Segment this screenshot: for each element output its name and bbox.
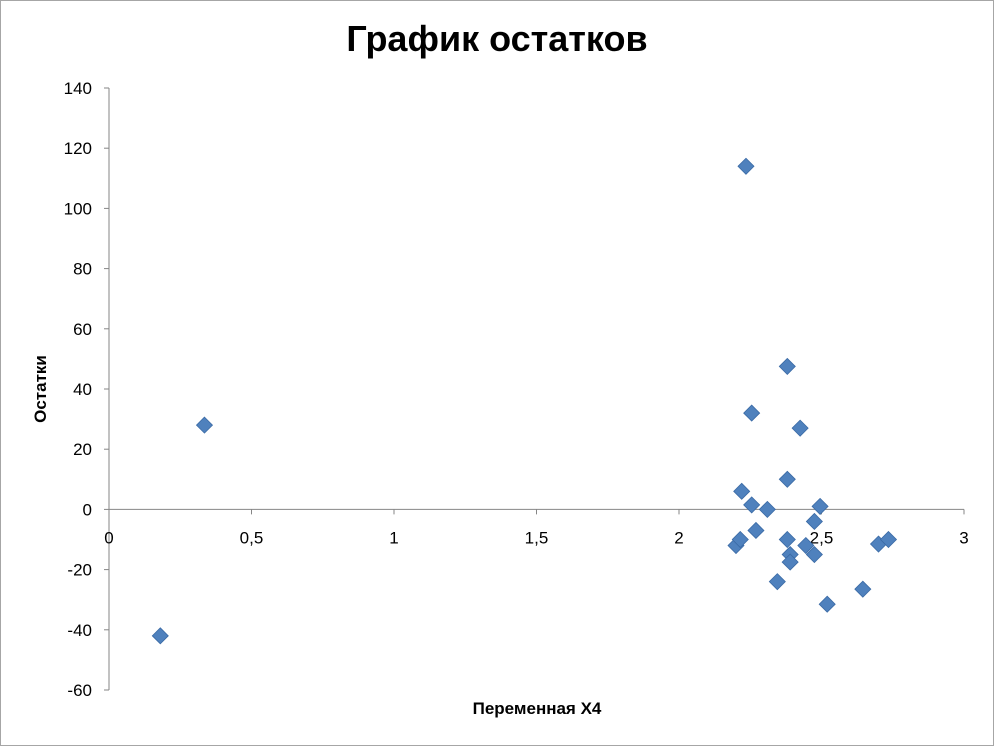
data-point xyxy=(781,553,799,571)
data-point xyxy=(747,521,765,540)
data-point xyxy=(778,530,796,549)
data-point xyxy=(818,595,836,613)
data-point xyxy=(758,500,776,518)
data-points xyxy=(151,157,898,645)
x-tick-label: 0,5 xyxy=(240,528,264,547)
data-point xyxy=(733,482,751,500)
data-point xyxy=(879,530,898,549)
y-tick-label: 60 xyxy=(73,320,92,339)
y-axis-title: Остатки xyxy=(31,355,50,423)
y-tick-label: -60 xyxy=(67,681,92,700)
x-tick-label: 0 xyxy=(104,528,113,547)
x-tick-label: 2,5 xyxy=(810,528,834,547)
y-tick-label: 120 xyxy=(64,139,92,158)
data-point xyxy=(797,536,815,555)
data-point xyxy=(778,470,796,488)
x-tick-label: 1,5 xyxy=(525,528,549,547)
data-point xyxy=(768,573,786,591)
y-tick-label: -40 xyxy=(67,621,92,640)
y-tick-labels: 140 120 100 80 60 40 20 0 -20 -40 -60 xyxy=(64,79,92,700)
data-point xyxy=(195,416,214,434)
x-tick-label: 1 xyxy=(389,528,398,547)
y-tick-label: 100 xyxy=(64,199,92,218)
axes xyxy=(104,87,965,691)
data-point xyxy=(778,357,796,375)
data-point xyxy=(743,404,761,422)
data-point xyxy=(791,419,809,437)
data-point xyxy=(151,627,169,645)
x-tick-label: 3 xyxy=(959,528,968,547)
chart-title: График остатков xyxy=(346,18,648,59)
y-tick-label: 80 xyxy=(73,260,92,279)
data-point xyxy=(805,512,823,531)
data-point xyxy=(737,157,755,175)
y-tick-label: 40 xyxy=(73,380,92,399)
y-tick-label: 140 xyxy=(64,79,92,98)
x-axis-title: Переменная X4 xyxy=(473,699,602,718)
data-point xyxy=(854,580,872,598)
y-tick-label: 0 xyxy=(83,500,92,519)
data-point xyxy=(811,497,829,515)
data-point xyxy=(743,496,761,514)
x-tick-label: 2 xyxy=(674,528,683,547)
x-tick-labels: 0 0,5 1 1,5 2 2,5 3 xyxy=(104,528,968,547)
data-point xyxy=(731,530,749,549)
y-tick-label: 20 xyxy=(73,440,92,459)
y-tick-label: -20 xyxy=(67,561,92,580)
data-point xyxy=(805,545,823,564)
